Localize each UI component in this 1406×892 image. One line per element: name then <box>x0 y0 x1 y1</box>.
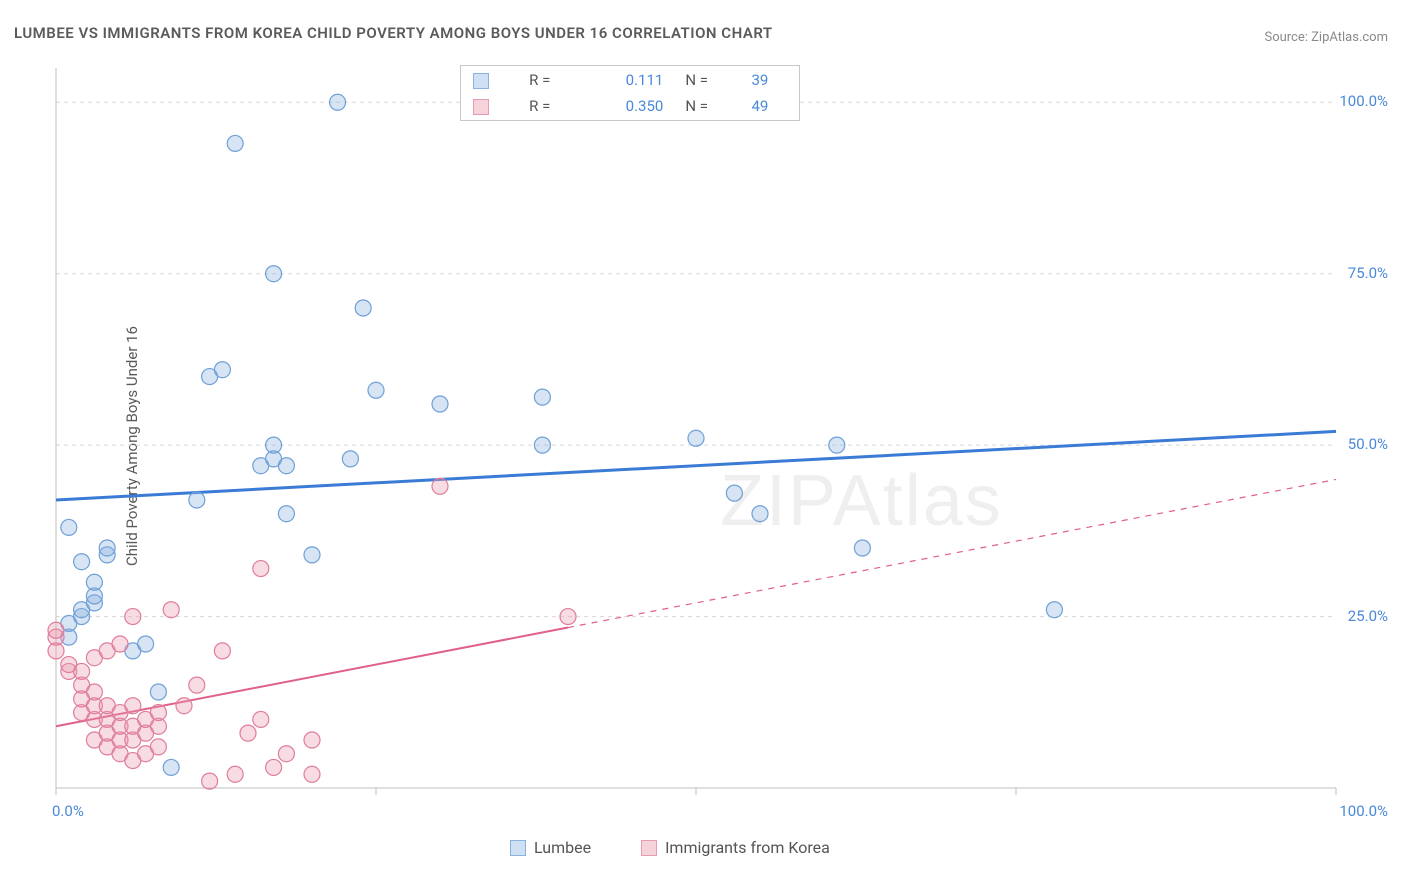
n-label: N = <box>675 94 739 118</box>
r-value: 0.111 <box>583 68 673 92</box>
series-name: Immigrants from Korea <box>665 838 830 857</box>
legend-row: R =0.350N =49 <box>463 94 797 118</box>
legend-row: R =0.111N =39 <box>463 68 797 92</box>
n-label: N = <box>675 68 739 92</box>
y-tick-label: 100.0% <box>1339 92 1388 110</box>
legend-swatch <box>473 73 489 89</box>
chart-title: LUMBEE VS IMMIGRANTS FROM KOREA CHILD PO… <box>14 24 773 42</box>
scatter-plot <box>46 60 1386 830</box>
r-label: R = <box>519 68 581 92</box>
x-tick-label: 100.0% <box>1339 802 1388 820</box>
y-tick-label: 75.0% <box>1348 264 1388 282</box>
series-name: Lumbee <box>534 838 591 857</box>
legend-swatch <box>641 840 657 856</box>
series-legend-item: Immigrants from Korea <box>641 838 830 857</box>
n-value: 39 <box>742 68 798 92</box>
r-label: R = <box>519 94 581 118</box>
y-tick-label: 25.0% <box>1348 607 1388 625</box>
source-prefix: Source: <box>1264 30 1311 45</box>
legend-swatch <box>473 99 489 115</box>
series-legend-item: Lumbee <box>510 838 591 857</box>
x-tick-label: 0.0% <box>52 802 84 820</box>
source-link[interactable]: ZipAtlas.com <box>1311 30 1388 45</box>
r-value: 0.350 <box>583 94 673 118</box>
correlation-legend: R =0.111N =39R =0.350N =49 <box>460 65 800 121</box>
series-legend: Lumbee Immigrants from Korea <box>510 838 880 857</box>
source-attribution: Source: ZipAtlas.com <box>1264 30 1388 45</box>
n-value: 49 <box>742 94 798 118</box>
y-tick-label: 50.0% <box>1348 435 1388 453</box>
legend-swatch <box>510 840 526 856</box>
